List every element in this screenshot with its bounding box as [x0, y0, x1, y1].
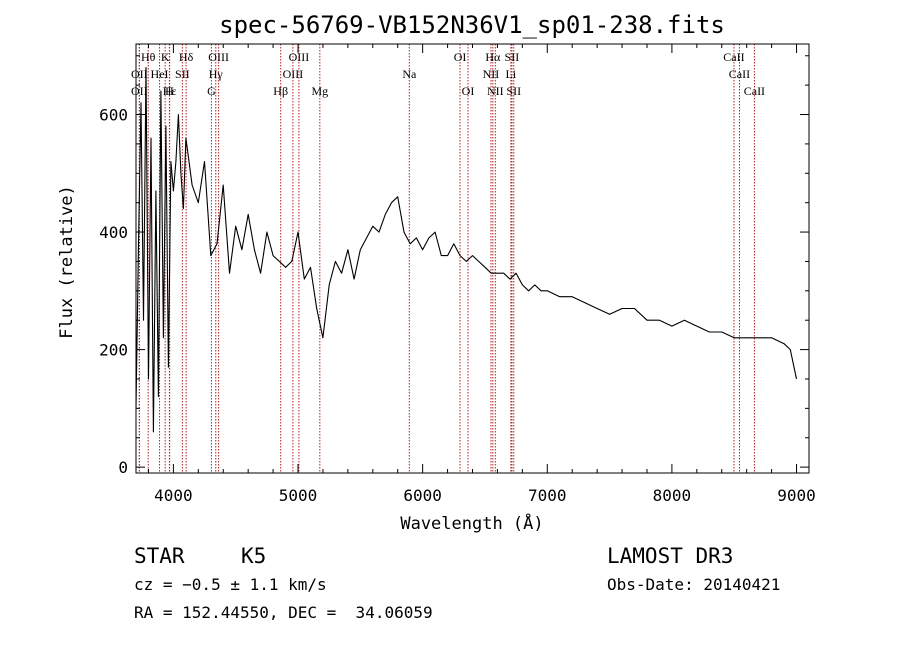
marker-label-17: CaII [729, 67, 750, 81]
y-tick-label-1: 200 [99, 341, 128, 360]
marker-label-7: SII [505, 50, 520, 64]
marker-label-11: SII [175, 67, 190, 81]
marker-label-0: Hθ [141, 50, 156, 64]
plot-frame [135, 43, 810, 474]
line-marker-labels: Hθ K Hδ OIII OIII OI Hα SII CaII OII HeI SII Hγ OIII N… [131, 50, 765, 98]
marker-label-12: Hγ [209, 67, 224, 81]
marker-label-6: Hα [485, 50, 501, 64]
marker-label-18: OII [131, 84, 148, 98]
marker-label-1: K [161, 50, 170, 64]
x-tick-label-1: 5000 [279, 486, 318, 505]
marker-label-2: Hδ [179, 50, 194, 64]
marker-label-24: OI [462, 84, 475, 98]
axis-tick-labels: 4000 5000 6000 7000 8000 9000 0 200 400 600 [99, 106, 816, 505]
marker-label-16: Li [506, 67, 517, 81]
survey-name: LAMOST DR3 [607, 544, 733, 568]
marker-label-13: OIII [283, 67, 304, 81]
ra-dec-coordinates: RA = 152.44550, DEC = 34.06059 [134, 603, 433, 622]
marker-label-19: Hε [163, 84, 177, 98]
observation-date: Obs-Date: 20140421 [607, 575, 780, 594]
series-flux-line [135, 66, 798, 433]
x-tick-label-3: 7000 [528, 486, 567, 505]
y-tick-label-0: 0 [118, 458, 128, 477]
object-subclass: K5 [241, 544, 266, 568]
marker-label-5: OI [454, 50, 467, 64]
marker-label-10: HeI [151, 67, 169, 81]
marker-label-4: OIII [289, 50, 310, 64]
marker-label-21: G [207, 84, 216, 98]
marker-label-15: NII [483, 67, 500, 81]
x-axis-label: Wavelength (Å) [400, 512, 543, 534]
marker-label-26: SII [506, 84, 521, 98]
y-tick-label-2: 400 [99, 223, 128, 242]
object-class: STAR [134, 544, 185, 568]
y-axis-label: Flux (relative) [57, 185, 77, 339]
marker-label-25: NII [487, 84, 504, 98]
marker-label-8: CaII [723, 50, 744, 64]
marker-label-27: CaII [744, 84, 765, 98]
y-tick-label-3: 600 [99, 106, 128, 125]
redshift-cz: cz = −0.5 ± 1.1 km/s [134, 575, 327, 594]
axis-ticks [136, 44, 809, 473]
marker-label-23: Mg [311, 84, 328, 98]
marker-label-3: OIII [208, 50, 229, 64]
x-tick-label-4: 8000 [653, 486, 692, 505]
x-tick-label-5: 9000 [777, 486, 816, 505]
x-tick-label-2: 6000 [403, 486, 442, 505]
marker-label-22: Hβ [273, 84, 288, 98]
chart-title: spec-56769-VB152N36V1_sp01-238.fits [219, 11, 725, 39]
marker-label-9: OII [131, 67, 148, 81]
x-tick-label-0: 4000 [154, 486, 193, 505]
series-group [135, 66, 798, 433]
marker-label-14: Na [402, 67, 417, 81]
marker-label-20: H [165, 84, 174, 98]
